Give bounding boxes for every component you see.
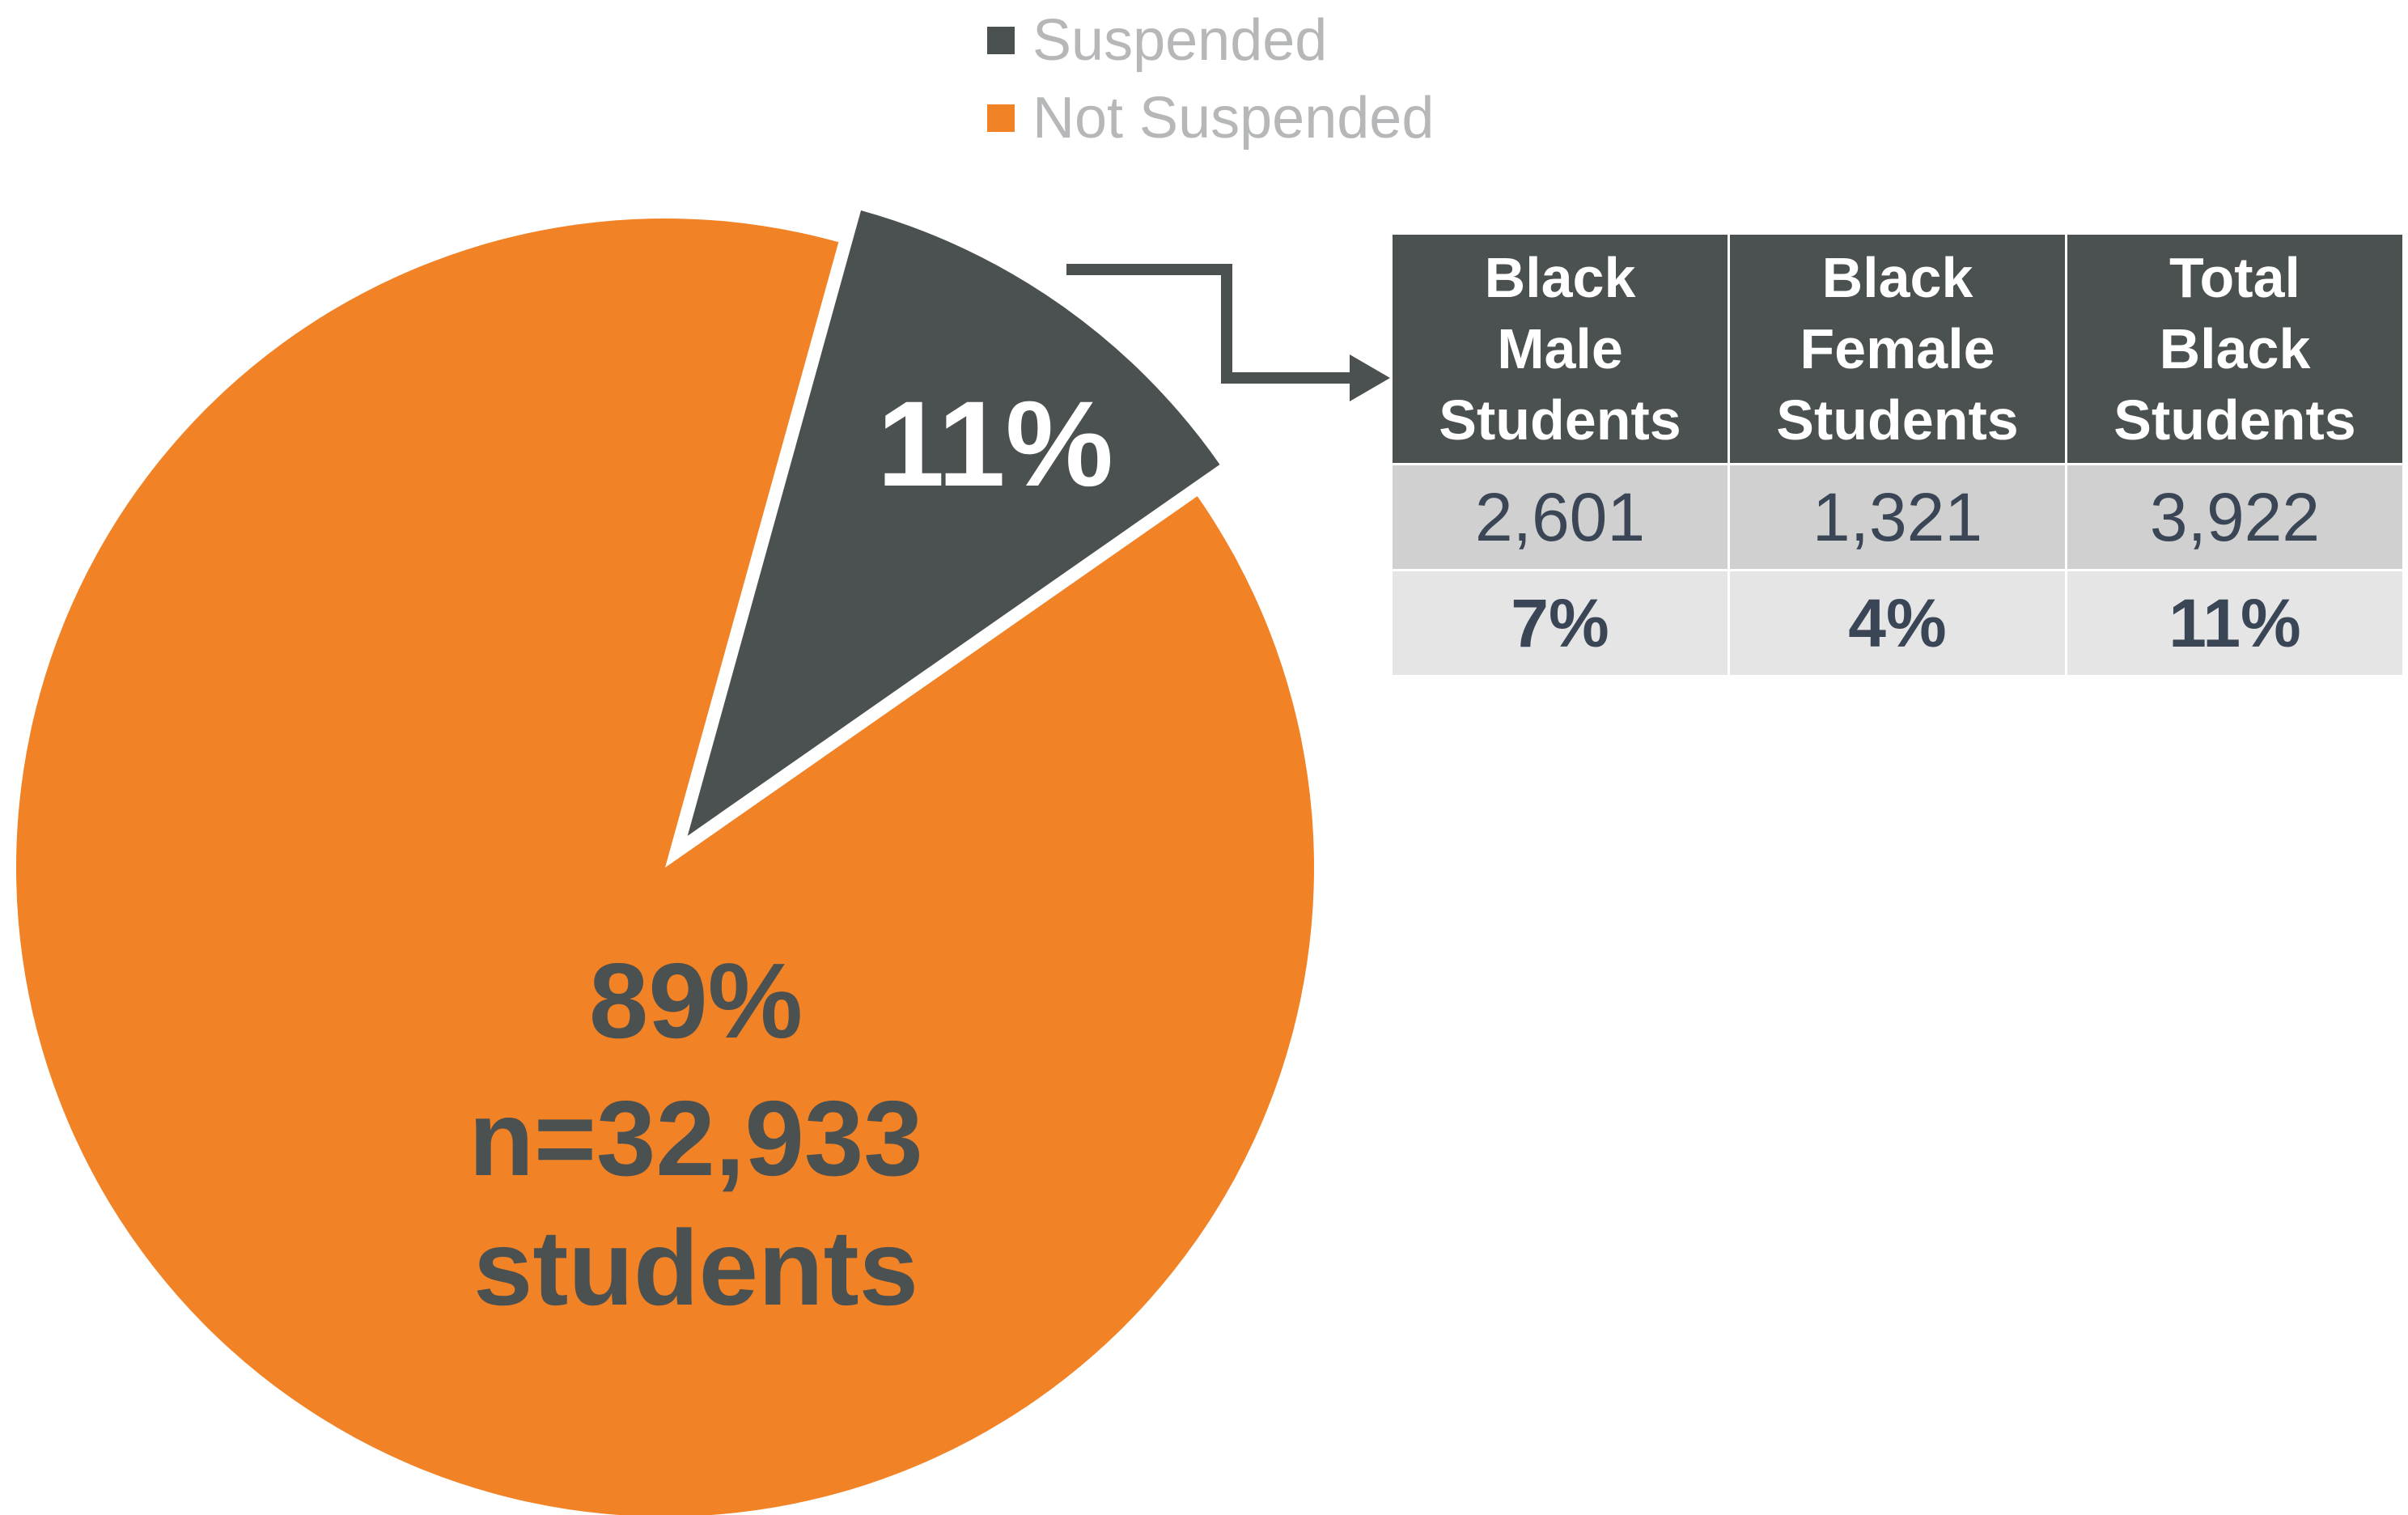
slice-label-not-suspended-unit: students [473, 1208, 918, 1327]
header-line: Students [1776, 388, 2019, 452]
table-row-percents: 7% 4% 11% [1393, 570, 2402, 677]
table-cell-pct-female: 4% [1728, 570, 2067, 677]
pie-slice-suspended [687, 210, 1220, 836]
slice-label-not-suspended-n: n=32,933 [468, 1079, 922, 1198]
chart-legend: Suspended Not Suspended [987, 2, 1434, 157]
slice-label-not-suspended-pct: 89% [589, 941, 803, 1060]
header-line: Total [2168, 246, 2300, 309]
table-cell-count-male: 2,601 [1393, 464, 1730, 571]
table-row-counts: 2,601 1,321 3,922 [1393, 464, 2402, 571]
table-header-black-male: Black Male Students [1393, 235, 1730, 465]
table-cell-count-total: 3,922 [2066, 464, 2402, 571]
header-line: Students [1439, 388, 1681, 452]
legend-swatch-suspended [987, 27, 1015, 54]
table-header-row: Black Male Students Black Female Student… [1393, 235, 2402, 465]
pie-slice-not-suspended [16, 219, 1314, 1515]
table-header-black-female: Black Female Students [1728, 235, 2067, 465]
table-cell-pct-total: 11% [2066, 570, 2402, 677]
header-line: Female [1800, 317, 1995, 380]
black-students-table: Black Male Students Black Female Student… [1393, 235, 2402, 677]
header-line: Black [2159, 317, 2311, 380]
legend-label-not-suspended: Not Suspended [1032, 86, 1435, 151]
slice-label-suspended: 11% [877, 376, 1113, 511]
pie-slices [16, 210, 1314, 1515]
header-line: Male [1497, 317, 1623, 380]
legend-label-suspended: Suspended [1032, 8, 1328, 73]
header-line: Students [2113, 388, 2356, 452]
legend-item-suspended: Suspended [987, 2, 1434, 79]
table-cell-pct-male: 7% [1393, 570, 1730, 677]
legend-item-not-suspended: Not Suspended [987, 79, 1434, 157]
header-line: Black [1484, 246, 1636, 309]
callout-arrowhead [1350, 354, 1390, 401]
table-cell-count-female: 1,321 [1728, 464, 2067, 571]
callout-arrow [1066, 264, 1353, 384]
legend-swatch-not-suspended [987, 104, 1015, 132]
header-line: Black [1821, 246, 1973, 309]
table-header-total-black: Total Black Students [2066, 235, 2402, 465]
